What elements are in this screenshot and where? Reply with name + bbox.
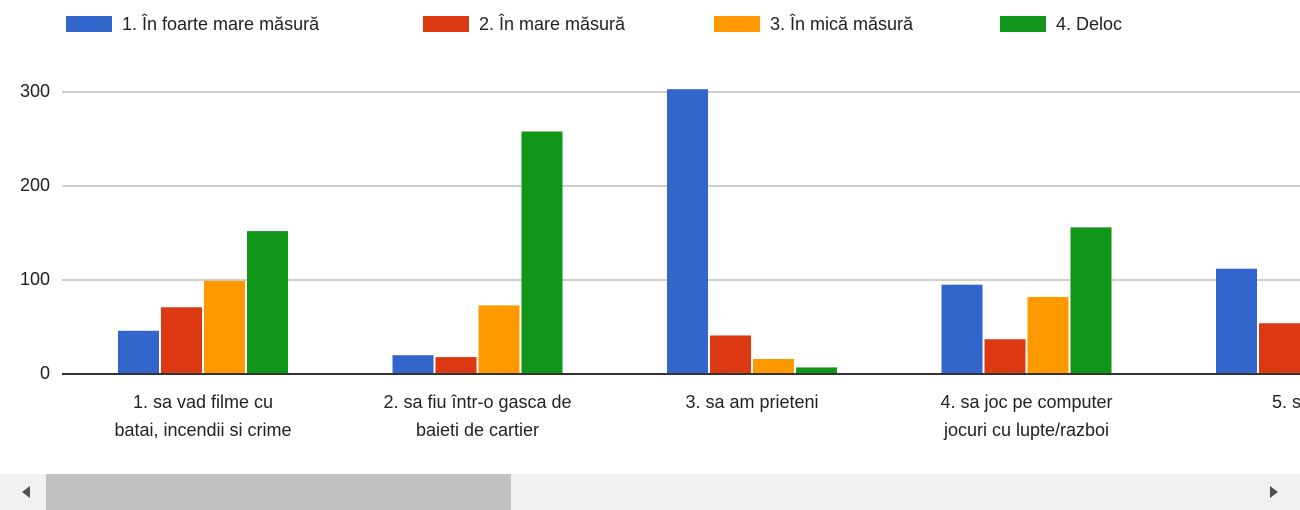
- bar: [247, 231, 288, 374]
- bar: [521, 131, 563, 374]
- bar: [710, 335, 751, 374]
- legend-label: 2. În mare măsură: [479, 14, 626, 34]
- legend-label: 1. În foarte mare măsură: [122, 14, 320, 34]
- x-tick-label-box: 1. sa vad filme cu batai, incendii si cr…: [114, 392, 292, 440]
- bar: [1070, 227, 1112, 374]
- bar: [667, 89, 708, 375]
- bar: [392, 355, 434, 374]
- bar: [478, 305, 520, 374]
- bar: [1027, 296, 1069, 374]
- bar: [1216, 268, 1257, 374]
- x-tick-label-box: 3. sa am prieteni: [685, 392, 819, 412]
- scroll-right-arrow[interactable]: [1270, 486, 1278, 498]
- legend-label: 4. Deloc: [1056, 14, 1122, 34]
- bar: [204, 280, 245, 374]
- y-tick-label: 300: [20, 81, 50, 101]
- bar: [435, 357, 477, 374]
- bar: [753, 358, 794, 374]
- bar: [1259, 323, 1300, 374]
- x-tick-label: 1. sa vad filme cu batai, incendii si cr…: [114, 392, 292, 440]
- x-tick-label-box: 5. sa jo: [1271, 392, 1300, 412]
- legend-swatch: [66, 16, 112, 32]
- x-tick-label: 3. sa am prieteni: [685, 392, 819, 412]
- legend-swatch: [423, 16, 469, 32]
- x-tick-label: 2. sa fiu într-o gasca de baieti de cart…: [383, 392, 572, 440]
- legend-label: 3. În mică măsură: [770, 14, 914, 34]
- x-tick-label: 4. sa joc pe computer jocuri cu lupte/ra…: [940, 392, 1113, 440]
- x-tick-label-box: 2. sa fiu într-o gasca de baieti de cart…: [383, 392, 572, 440]
- legend-swatch: [1000, 16, 1046, 32]
- scroll-left-arrow[interactable]: [22, 486, 30, 498]
- scroll-thumb[interactable]: [46, 474, 511, 510]
- x-tick-label: 5. sa jo: [1271, 392, 1300, 412]
- bar: [984, 339, 1026, 374]
- bar: [118, 330, 159, 374]
- x-tick-label-box: 4. sa joc pe computer jocuri cu lupte/ra…: [940, 392, 1113, 440]
- bar: [941, 284, 983, 374]
- y-tick-label: 200: [20, 175, 50, 195]
- y-tick-label: 100: [20, 269, 50, 289]
- legend-swatch: [714, 16, 760, 32]
- y-tick-label: 0: [40, 363, 50, 383]
- scrollbar[interactable]: [0, 474, 1300, 510]
- bar: [161, 307, 202, 374]
- bar: [796, 367, 837, 374]
